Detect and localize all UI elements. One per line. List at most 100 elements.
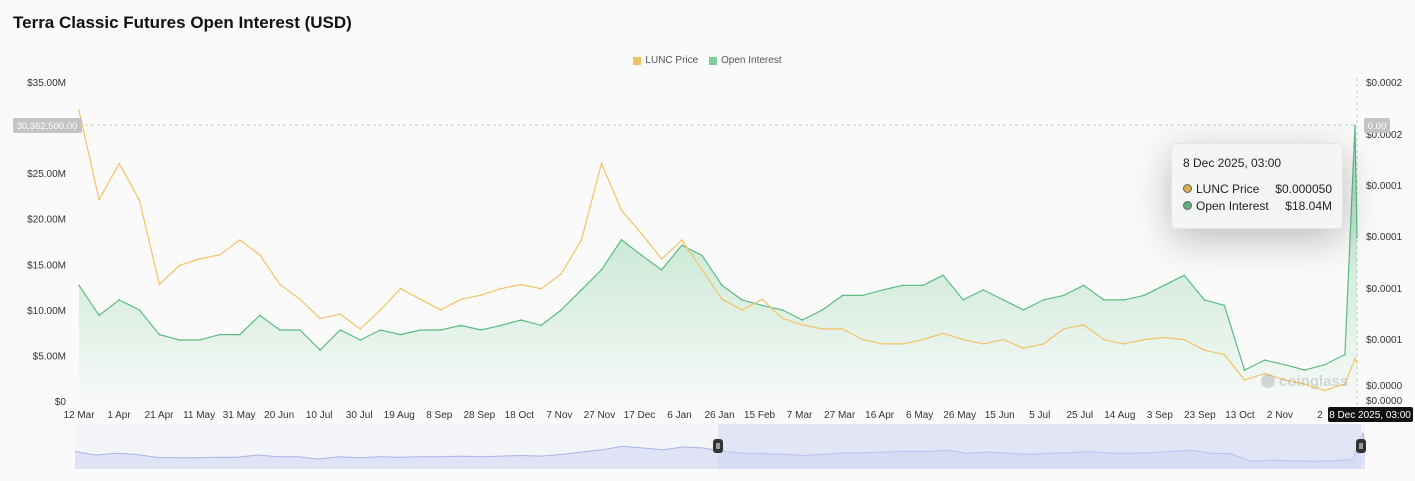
open-interest-point [1143,294,1145,297]
lunc-price-point [721,298,723,301]
lunc-price-point [299,298,301,301]
open-interest-point [1356,236,1358,239]
x-axis-tick-label: 21 Apr [145,410,175,421]
lunc-price-point [419,298,422,301]
lunc-price-point [178,264,181,267]
left-axis-tick-label: $0 [55,397,67,408]
lunc-price-line[interactable] [78,110,1358,392]
open-interest-point [1263,359,1266,361]
x-axis-tick-label: 28 Sep [463,410,495,421]
open-interest-point [259,314,261,317]
legend-swatch-lunc-price [633,56,642,65]
lunc-price-point [600,162,603,165]
lunc-price-point [1143,338,1145,341]
lunc-price-point [1022,347,1025,349]
lunc-price-point [480,294,482,296]
lunc-price-point [118,162,120,165]
open-interest-point [399,333,402,336]
lunc-price-point [1103,338,1105,341]
open-interest-point [962,299,964,301]
open-interest-point [902,284,904,287]
x-axis-tick-label: 19 Aug [384,410,415,421]
lunc-price-point [1082,323,1085,326]
open-interest-line[interactable] [78,125,1358,371]
open-interest-point [1324,363,1326,366]
tooltip-date: 8 Dec 2025, 03:00 [1183,156,1282,170]
navigator[interactable] [74,424,1366,469]
tooltip-value: $18.04M [1285,199,1332,213]
open-interest-point [1082,284,1085,287]
left-axis-tick-label: $10.00M [27,306,66,317]
lunc-price-point [781,317,784,320]
open-interest-point [781,309,784,311]
open-interest-point [158,333,161,336]
open-interest-area [79,125,1357,403]
watermark-text: coinglass [1279,373,1348,390]
x-axis-tick-label: 26 May [943,410,976,421]
lunc-price-point [761,298,764,301]
legend-item-lunc-price[interactable]: LUNC Price [633,55,698,66]
lunc-price-point [399,287,402,290]
tooltip-label: Open Interest [1196,199,1269,213]
open-interest-point [1002,299,1005,301]
open-interest-point [801,319,804,321]
open-interest-point [1042,299,1045,301]
open-interest-point [620,238,623,241]
lunc-price-point [942,332,944,335]
lunc-price-point [279,283,281,286]
navigator-handle-left[interactable] [713,439,723,453]
open-interest-point [459,324,462,327]
lunc-price-point [78,109,80,112]
x-axis-tick-label: 11 May [183,410,215,421]
lunc-price-point [1183,338,1185,341]
chart-title: Terra Classic Futures Open Interest (USD… [13,13,352,32]
lunc-price-point [198,258,201,260]
lunc-price-point [238,239,241,241]
legend-item-open-interest[interactable]: Open Interest [708,55,782,66]
left-axis-tick-label: $15.00M [27,260,66,271]
lunc-price-point [218,254,221,256]
legend-swatch-open-interest [708,56,717,65]
open-interest-point [660,269,663,271]
open-interest-point [1354,124,1356,127]
right-axis-tick-label: $0.0001 [1366,284,1403,295]
x-axis-tick-label: 3 Sep [1147,410,1174,421]
open-interest-point [741,299,743,301]
lunc-price-point [640,232,643,235]
open-interest-point [861,294,864,297]
tooltip-row-open-interest: Open Interest $18.04M [1183,199,1332,213]
lunc-price-point [902,343,904,345]
navigator-selection[interactable] [718,424,1361,469]
open-interest-point [299,329,301,331]
open-interest-point [118,299,120,301]
lunc-price-point [982,343,985,345]
crosshair-x-label: 8 Dec 2025, 03:00 [1328,407,1413,422]
navigator-series-line [74,431,1366,462]
lunc-price-point [459,298,462,301]
open-interest-point [761,304,764,307]
open-interest-point [439,329,442,331]
lunc-price-point [500,287,502,290]
lunc-price-point [439,309,442,311]
open-interest-point [178,339,181,341]
right-axis-tick-label: $0.0002 [1366,130,1403,141]
open-interest-point [841,294,844,297]
lunc-price-point [1324,389,1326,392]
lunc-price-point [881,343,884,345]
x-axis-tick-label: 8 Sep [426,410,453,421]
open-interest-point [359,339,362,341]
lunc-price-point [1356,362,1358,364]
x-axis-tick-label: 1 Apr [107,410,131,421]
crosshair-x-value: 8 Dec 2025, 03:00 [1329,410,1411,421]
left-axis-tick-label: $20.00M [27,215,66,226]
open-interest-point [942,274,944,277]
x-axis-tick-label: 18 Oct [505,410,535,421]
x-axis-tick-label: 15 Jun [985,410,1015,421]
left-axis-tick-label: $35.00M [27,78,66,89]
lunc-price-dot-icon [1183,184,1192,193]
open-interest-point [721,284,723,287]
navigator-handle-right[interactable] [1356,439,1366,453]
open-interest-point [1203,299,1206,301]
lunc-price-point [540,287,542,290]
